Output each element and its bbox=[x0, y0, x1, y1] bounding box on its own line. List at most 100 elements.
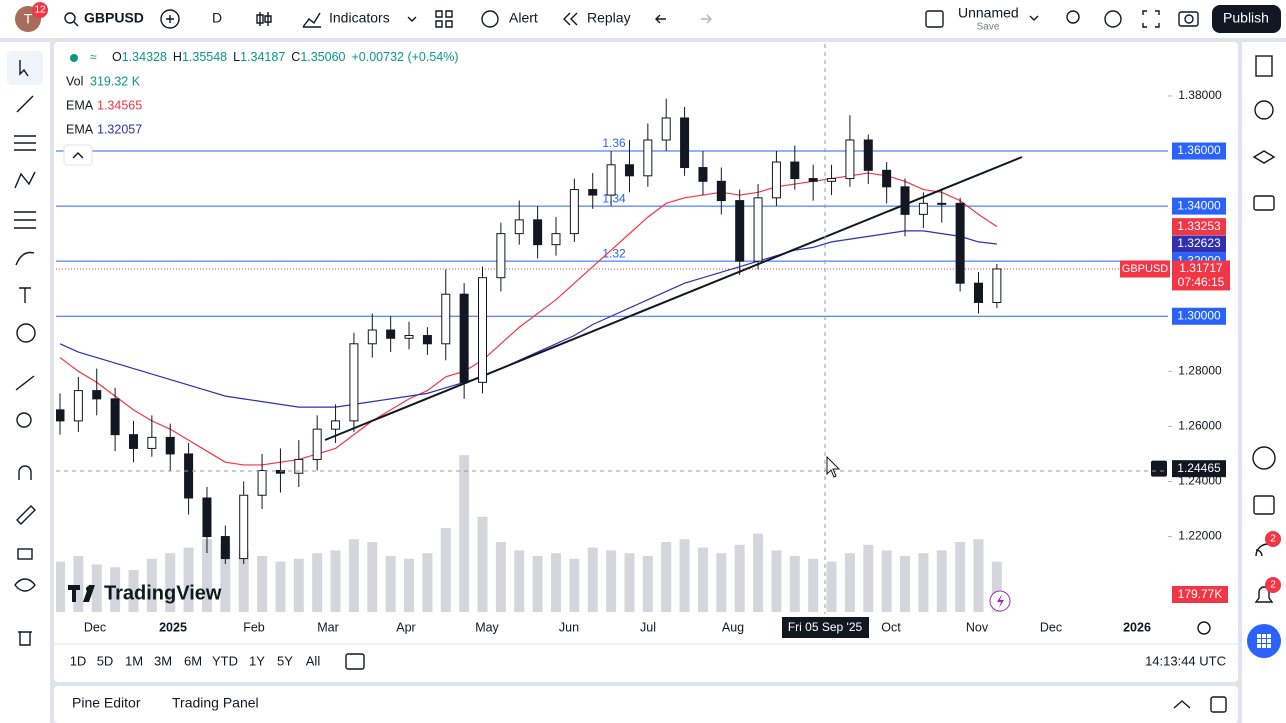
ohlc-key: L bbox=[233, 50, 240, 64]
templates[interactable] bbox=[435, 10, 453, 28]
candle-body bbox=[606, 164, 616, 196]
volume-bar bbox=[91, 564, 102, 612]
badge bbox=[1265, 577, 1281, 593]
chevron[interactable] bbox=[1029, 15, 1039, 21]
x-tick-label: Mar bbox=[317, 620, 339, 634]
y-tick-label: 1.28000 bbox=[1178, 363, 1222, 377]
candle-body bbox=[735, 200, 745, 262]
levels-layer: 1.361.341.32 bbox=[56, 136, 1168, 317]
candle-body bbox=[661, 117, 671, 141]
layout-name[interactable]: Unnamed bbox=[958, 5, 1019, 21]
candle-body bbox=[294, 458, 304, 474]
last-price-label: 1.31717 bbox=[1179, 261, 1223, 275]
candle-body bbox=[459, 293, 469, 383]
search-icon bbox=[73, 21, 79, 27]
badge-count: 2 bbox=[1270, 534, 1276, 545]
range-button[interactable]: 5Y bbox=[277, 653, 293, 668]
chart-type[interactable] bbox=[256, 12, 272, 26]
crosshair-icon[interactable] bbox=[1151, 460, 1167, 477]
fullscreen[interactable] bbox=[1142, 10, 1160, 28]
x-tick-label: Apr bbox=[396, 620, 415, 634]
range-button[interactable]: 3M bbox=[154, 653, 172, 668]
range-button[interactable]: 1Y bbox=[249, 653, 265, 668]
logo bbox=[86, 586, 92, 592]
save[interactable]: Save bbox=[977, 22, 1000, 33]
volume-bar bbox=[220, 544, 231, 612]
candles-layer bbox=[56, 98, 1002, 565]
clock: 14:13:44 UTC bbox=[1145, 653, 1226, 668]
ohlc-change: +0.00732 (+0.54%) bbox=[352, 50, 459, 64]
x-tick-label: Dec bbox=[84, 620, 106, 634]
volume-bar bbox=[808, 558, 819, 612]
volume-bar bbox=[385, 556, 396, 612]
volume-bar bbox=[73, 556, 84, 612]
candle-body bbox=[404, 335, 414, 339]
undo[interactable] bbox=[655, 14, 666, 24]
range-button[interactable]: 1M bbox=[125, 653, 143, 668]
range-button[interactable]: 6M bbox=[184, 653, 202, 668]
expand[interactable] bbox=[1173, 700, 1191, 709]
y-tick-label: 1.38000 bbox=[1178, 88, 1222, 102]
range-button[interactable]: YTD bbox=[212, 653, 238, 668]
volume-bar bbox=[367, 542, 378, 612]
volume-bar bbox=[293, 558, 304, 612]
interval[interactable]: D bbox=[212, 10, 222, 26]
candle-body bbox=[937, 202, 947, 205]
alert[interactable]: Alert bbox=[509, 10, 538, 26]
add-symbol[interactable] bbox=[160, 9, 180, 29]
candle-body bbox=[643, 139, 653, 177]
candle-body bbox=[698, 167, 708, 182]
candle-body bbox=[533, 219, 543, 246]
volume-bar bbox=[110, 567, 121, 612]
quick-search[interactable] bbox=[1066, 10, 1080, 24]
layout-icon[interactable] bbox=[925, 10, 944, 28]
indicators-icon[interactable] bbox=[302, 12, 321, 28]
badge bbox=[32, 2, 48, 18]
ema-label-box bbox=[1172, 235, 1226, 253]
volume-bar bbox=[973, 539, 984, 612]
chevron[interactable] bbox=[407, 16, 417, 22]
alert-icon[interactable] bbox=[481, 10, 499, 28]
snapshot[interactable] bbox=[1178, 11, 1199, 27]
badge-count: 12 bbox=[34, 5, 46, 16]
volume-bar bbox=[991, 561, 1002, 612]
panel-tab[interactable]: Trading Panel bbox=[172, 695, 259, 711]
candle-body bbox=[331, 420, 341, 430]
status: ≈ bbox=[90, 50, 97, 64]
bottom-bar: 1D 5D 1M 3M 6M YTD 1Y 5Y All bbox=[70, 653, 321, 668]
range-button[interactable]: 5D bbox=[97, 653, 114, 668]
candle-body bbox=[882, 169, 892, 188]
candle-body bbox=[239, 494, 249, 560]
symbol[interactable]: GBPUSD bbox=[84, 10, 144, 26]
axis-settings[interactable] bbox=[1197, 621, 1211, 635]
right-toolbar bbox=[1242, 42, 1286, 723]
volume-bar bbox=[56, 561, 65, 612]
search-icon[interactable] bbox=[64, 12, 76, 24]
replay[interactable]: Replay bbox=[587, 10, 631, 26]
ema-label: 1.33253 bbox=[1177, 219, 1221, 233]
volume-bar bbox=[697, 547, 708, 612]
volume-label: 179.77K bbox=[1178, 587, 1223, 601]
publish: Publish bbox=[1223, 10, 1269, 26]
range-button[interactable]: All bbox=[306, 653, 321, 668]
ema-value: 1.34565 bbox=[97, 98, 142, 112]
crosshair-date: Fri 05 Sep '25 bbox=[788, 620, 863, 634]
panel-tab[interactable]: Pine Editor bbox=[72, 695, 141, 711]
top-bar bbox=[0, 0, 1286, 38]
date-range[interactable] bbox=[345, 653, 365, 670]
range-button[interactable]: 1D bbox=[70, 653, 87, 668]
indicators[interactable]: Indicators bbox=[329, 10, 390, 26]
ohlc-legend: O1.34328 H1.35548 L1.34187 C1.35060 +0.00732… bbox=[112, 50, 459, 64]
replay-icon[interactable] bbox=[563, 12, 578, 26]
ohlc-key: H bbox=[173, 50, 182, 64]
settings[interactable] bbox=[1104, 10, 1122, 28]
volume-bar bbox=[477, 516, 488, 612]
collapse-button[interactable] bbox=[63, 144, 93, 166]
candle-body bbox=[257, 469, 267, 496]
volume-bar bbox=[844, 553, 855, 612]
ema-value: 1.32057 bbox=[97, 122, 142, 136]
crosshair-price-box bbox=[1172, 460, 1226, 478]
volume-bar bbox=[422, 553, 433, 612]
publish-button[interactable] bbox=[1212, 5, 1281, 33]
maximize[interactable] bbox=[1210, 696, 1227, 713]
